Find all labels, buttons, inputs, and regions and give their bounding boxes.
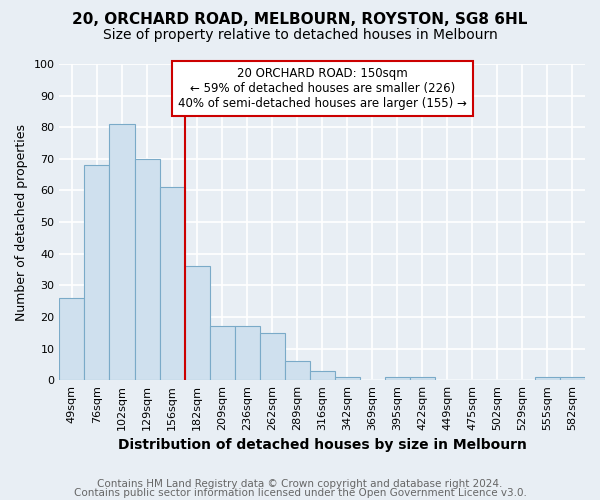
Bar <box>134 159 160 380</box>
Text: 20, ORCHARD ROAD, MELBOURN, ROYSTON, SG8 6HL: 20, ORCHARD ROAD, MELBOURN, ROYSTON, SG8… <box>73 12 527 28</box>
Bar <box>235 326 260 380</box>
Text: Size of property relative to detached houses in Melbourn: Size of property relative to detached ho… <box>103 28 497 42</box>
Bar <box>385 377 410 380</box>
Text: Contains public sector information licensed under the Open Government Licence v3: Contains public sector information licen… <box>74 488 526 498</box>
Bar <box>560 377 585 380</box>
Bar <box>109 124 134 380</box>
X-axis label: Distribution of detached houses by size in Melbourn: Distribution of detached houses by size … <box>118 438 527 452</box>
Text: 20 ORCHARD ROAD: 150sqm
← 59% of detached houses are smaller (226)
40% of semi-d: 20 ORCHARD ROAD: 150sqm ← 59% of detache… <box>178 67 467 110</box>
Bar <box>535 377 560 380</box>
Bar <box>59 298 85 380</box>
Bar <box>209 326 235 380</box>
Text: Contains HM Land Registry data © Crown copyright and database right 2024.: Contains HM Land Registry data © Crown c… <box>97 479 503 489</box>
Y-axis label: Number of detached properties: Number of detached properties <box>15 124 28 320</box>
Bar <box>410 377 435 380</box>
Bar <box>85 165 109 380</box>
Bar <box>260 333 284 380</box>
Bar <box>160 188 185 380</box>
Bar <box>335 377 360 380</box>
Bar <box>310 370 335 380</box>
Bar <box>185 266 209 380</box>
Bar <box>284 361 310 380</box>
